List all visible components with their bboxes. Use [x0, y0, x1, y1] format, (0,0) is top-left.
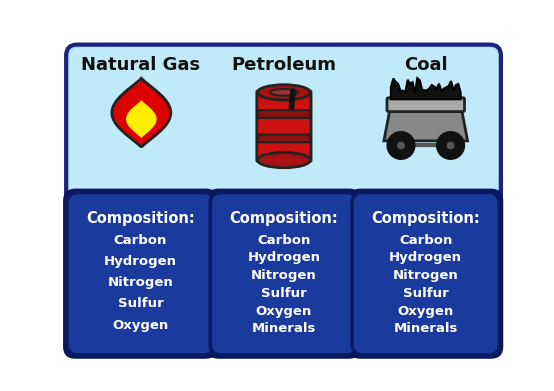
- FancyBboxPatch shape: [352, 192, 499, 355]
- Text: Composition:: Composition:: [229, 211, 338, 226]
- FancyBboxPatch shape: [258, 135, 310, 142]
- Text: Oxygen: Oxygen: [256, 305, 312, 317]
- Text: Minerals: Minerals: [393, 322, 458, 335]
- FancyBboxPatch shape: [211, 192, 357, 355]
- Text: Sulfur: Sulfur: [261, 287, 307, 300]
- FancyBboxPatch shape: [67, 192, 214, 355]
- Ellipse shape: [270, 89, 298, 96]
- Text: Coal: Coal: [404, 56, 448, 74]
- FancyBboxPatch shape: [387, 98, 464, 111]
- Text: Hydrogen: Hydrogen: [104, 255, 177, 268]
- Text: Petroleum: Petroleum: [232, 56, 336, 74]
- Text: Oxygen: Oxygen: [398, 305, 454, 317]
- Polygon shape: [384, 109, 468, 141]
- Polygon shape: [391, 78, 460, 99]
- FancyBboxPatch shape: [66, 45, 501, 214]
- Ellipse shape: [258, 85, 310, 100]
- Ellipse shape: [447, 142, 454, 149]
- Polygon shape: [126, 100, 157, 138]
- FancyBboxPatch shape: [207, 188, 361, 359]
- Text: Hydrogen: Hydrogen: [248, 251, 320, 264]
- Text: Natural Gas: Natural Gas: [81, 56, 200, 74]
- FancyBboxPatch shape: [348, 188, 503, 359]
- Ellipse shape: [388, 133, 414, 159]
- Text: Carbon: Carbon: [399, 234, 453, 247]
- Ellipse shape: [289, 102, 295, 110]
- Polygon shape: [112, 78, 171, 147]
- FancyBboxPatch shape: [257, 91, 311, 161]
- Text: Nitrogen: Nitrogen: [393, 269, 459, 282]
- FancyBboxPatch shape: [69, 48, 498, 211]
- Text: Composition:: Composition:: [86, 211, 195, 226]
- Ellipse shape: [437, 133, 464, 159]
- Text: Carbon: Carbon: [114, 234, 167, 247]
- Ellipse shape: [258, 152, 310, 168]
- Text: Sulfur: Sulfur: [117, 298, 163, 310]
- Text: Carbon: Carbon: [257, 234, 311, 247]
- Text: Hydrogen: Hydrogen: [389, 251, 462, 264]
- Text: Minerals: Minerals: [252, 322, 316, 335]
- Text: Nitrogen: Nitrogen: [107, 276, 173, 289]
- Text: Sulfur: Sulfur: [403, 287, 449, 300]
- Text: Composition:: Composition:: [371, 211, 480, 226]
- FancyBboxPatch shape: [63, 188, 218, 359]
- Text: Nitrogen: Nitrogen: [251, 269, 317, 282]
- Ellipse shape: [397, 142, 405, 149]
- FancyBboxPatch shape: [258, 110, 310, 118]
- Text: Oxygen: Oxygen: [112, 319, 168, 332]
